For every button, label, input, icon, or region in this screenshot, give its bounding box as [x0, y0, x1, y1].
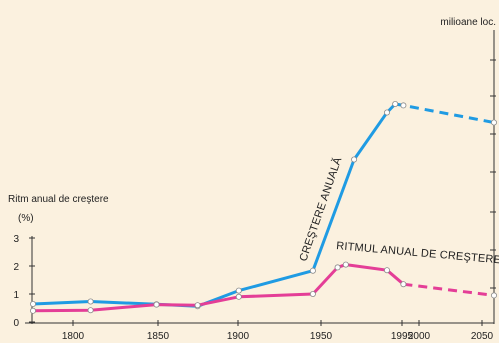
- growth-rate-series-label: RITMUL ANUAL DE CREŞTERE: [336, 240, 499, 266]
- x-tick-label: 1800: [62, 331, 85, 342]
- growth-rate-line: [32, 263, 405, 313]
- growth-rate-point: [153, 301, 160, 308]
- left-axis-title: Ritm anual de creştere: [8, 194, 109, 205]
- growth-rate-point: [334, 264, 341, 271]
- annual-growth-projection-line: [394, 102, 495, 124]
- x-tick-label: 1850: [147, 331, 170, 342]
- growth-rate-point: [194, 302, 201, 309]
- growth-rate-projection-line: [403, 282, 495, 297]
- growth-rate-point: [87, 307, 94, 314]
- growth-rate-point: [383, 267, 390, 274]
- x-tick-label: 2000: [408, 331, 431, 342]
- annual-growth-point: [490, 119, 497, 126]
- right-axis-title: milioane loc.: [440, 17, 496, 28]
- x-tick-label: 1900: [227, 331, 250, 342]
- growth-rate-point: [342, 261, 349, 268]
- annual-growth-point: [351, 156, 358, 163]
- growth-rate-point: [400, 281, 407, 288]
- left-tick-label: 2: [13, 262, 19, 273]
- left-tick-label: 1: [13, 290, 19, 301]
- x-tick-label: 1995: [391, 331, 414, 342]
- left-axis-unit: (%): [18, 213, 34, 224]
- annual-growth-point: [392, 101, 399, 108]
- annual-growth-point: [87, 298, 94, 305]
- left-tick-label: 3: [13, 234, 19, 245]
- annual-growth-point: [309, 267, 316, 274]
- left-tick-label: 0: [13, 318, 19, 329]
- x-tick-label: 2050: [471, 331, 494, 342]
- annual-growth-point: [400, 102, 407, 109]
- annual-growth-point: [235, 287, 242, 294]
- growth-rate-point: [29, 307, 36, 314]
- x-tick-label: 1950: [310, 331, 333, 342]
- annual-growth-point: [29, 300, 36, 307]
- growth-rate-point: [309, 290, 316, 297]
- growth-rate-point: [490, 292, 497, 299]
- annual-growth-point: [383, 109, 390, 116]
- annual-growth-line: [32, 102, 397, 308]
- growth-rate-point: [235, 293, 242, 300]
